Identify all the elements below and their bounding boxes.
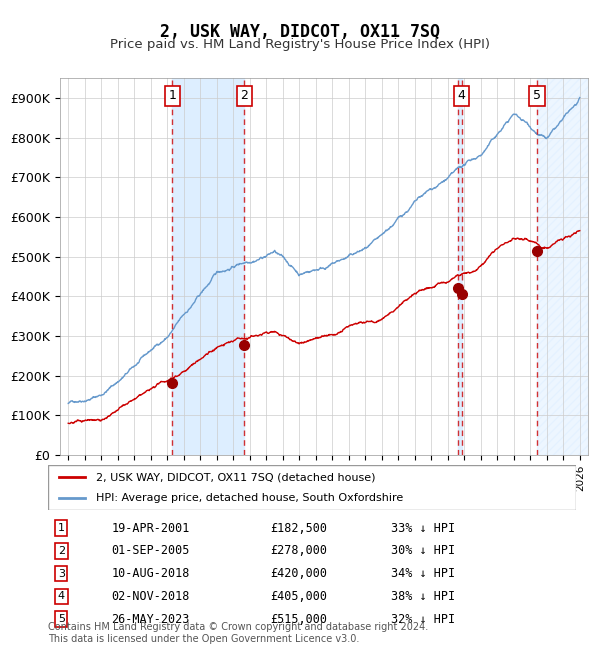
Text: 2: 2 bbox=[58, 546, 65, 556]
Bar bbox=[172, 78, 244, 455]
Text: £515,000: £515,000 bbox=[270, 612, 327, 625]
Text: £278,000: £278,000 bbox=[270, 545, 327, 558]
Text: 38% ↓ HPI: 38% ↓ HPI bbox=[391, 590, 455, 603]
Text: 19-APR-2001: 19-APR-2001 bbox=[112, 521, 190, 534]
Text: 1: 1 bbox=[168, 89, 176, 102]
Text: 2, USK WAY, DIDCOT, OX11 7SQ: 2, USK WAY, DIDCOT, OX11 7SQ bbox=[160, 23, 440, 41]
Text: 34% ↓ HPI: 34% ↓ HPI bbox=[391, 567, 455, 580]
Bar bbox=[458, 78, 461, 455]
Bar bbox=[537, 78, 588, 455]
Text: 3: 3 bbox=[58, 569, 65, 578]
Text: 2: 2 bbox=[241, 89, 248, 102]
Text: Price paid vs. HM Land Registry's House Price Index (HPI): Price paid vs. HM Land Registry's House … bbox=[110, 38, 490, 51]
Text: 4: 4 bbox=[458, 89, 466, 102]
Text: HPI: Average price, detached house, South Oxfordshire: HPI: Average price, detached house, Sout… bbox=[95, 493, 403, 502]
Text: 4: 4 bbox=[58, 592, 65, 601]
Text: 32% ↓ HPI: 32% ↓ HPI bbox=[391, 612, 455, 625]
Text: 30% ↓ HPI: 30% ↓ HPI bbox=[391, 545, 455, 558]
FancyBboxPatch shape bbox=[48, 465, 576, 510]
Text: 02-NOV-2018: 02-NOV-2018 bbox=[112, 590, 190, 603]
Text: 26-MAY-2023: 26-MAY-2023 bbox=[112, 612, 190, 625]
Text: 5: 5 bbox=[533, 89, 541, 102]
Text: 01-SEP-2005: 01-SEP-2005 bbox=[112, 545, 190, 558]
Text: 33% ↓ HPI: 33% ↓ HPI bbox=[391, 521, 455, 534]
Text: £405,000: £405,000 bbox=[270, 590, 327, 603]
Text: Contains HM Land Registry data © Crown copyright and database right 2024.
This d: Contains HM Land Registry data © Crown c… bbox=[48, 622, 428, 644]
Text: 10-AUG-2018: 10-AUG-2018 bbox=[112, 567, 190, 580]
Text: 5: 5 bbox=[58, 614, 65, 624]
Text: 2, USK WAY, DIDCOT, OX11 7SQ (detached house): 2, USK WAY, DIDCOT, OX11 7SQ (detached h… bbox=[95, 473, 375, 482]
Text: 1: 1 bbox=[58, 523, 65, 533]
Text: £182,500: £182,500 bbox=[270, 521, 327, 534]
Text: £420,000: £420,000 bbox=[270, 567, 327, 580]
